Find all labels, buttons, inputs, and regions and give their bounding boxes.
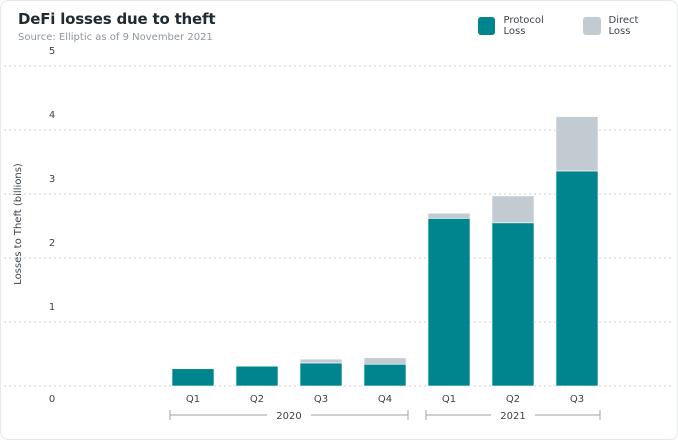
gridlines (4, 65, 674, 387)
legend-label-protocol-loss: Protocol Loss (503, 15, 544, 37)
bar-direct-loss[interactable] (299, 358, 343, 364)
legend-item-protocol-loss[interactable]: Protocol Loss (478, 15, 567, 37)
x-tick-label: Q2 (506, 394, 520, 405)
y-axis-title: Losses to Theft (billions) (13, 163, 24, 285)
x-tick-label: Q4 (378, 394, 392, 405)
bars (171, 116, 599, 387)
legend-swatch-direct-loss (583, 17, 601, 35)
x-tick-label: Q1 (442, 394, 456, 405)
x-group-label: 2020 (276, 411, 301, 422)
bar-direct-loss[interactable] (491, 195, 535, 224)
bar-direct-loss[interactable] (363, 357, 407, 365)
legend: Protocol Loss Direct Loss (478, 15, 678, 37)
y-tick-label: 4 (49, 110, 55, 121)
bar-direct-loss[interactable] (171, 367, 215, 370)
y-tick-label: 3 (49, 174, 55, 185)
y-tick-label: 2 (49, 238, 55, 249)
chart-subtitle: Source: Elliptic as of 9 November 2021 (18, 32, 213, 43)
x-axis-ticks: Q1 Q2 Q3 Q4 Q1 Q2 Q3 (186, 394, 584, 405)
legend-swatch-protocol-loss (478, 17, 496, 35)
bar-direct-loss[interactable] (427, 212, 471, 219)
y-axis-ticks: 0 1 2 3 4 5 (49, 46, 55, 405)
bar-direct-loss[interactable] (235, 365, 279, 367)
x-group-label: 2021 (500, 411, 525, 422)
x-tick-label: Q1 (186, 394, 200, 405)
bar-protocol-loss[interactable] (171, 368, 215, 387)
bar-protocol-loss[interactable] (299, 362, 343, 387)
bar-direct-loss[interactable] (555, 116, 599, 172)
bar-protocol-loss[interactable] (491, 222, 535, 387)
x-tick-label: Q2 (250, 394, 264, 405)
legend-item-direct-loss[interactable]: Direct Loss (583, 15, 662, 37)
legend-label-direct-loss: Direct Loss (608, 15, 639, 37)
bar-protocol-loss[interactable] (235, 365, 279, 387)
y-tick-label: 5 (49, 46, 55, 57)
chart-title: DeFi losses due to theft (18, 10, 216, 28)
bar-protocol-loss[interactable] (427, 218, 471, 387)
y-tick-label: 1 (49, 302, 55, 313)
bar-protocol-loss[interactable] (555, 170, 599, 387)
x-axis-groups: 2020 2021 (169, 410, 601, 422)
x-tick-label: Q3 (314, 394, 328, 405)
bar-protocol-loss[interactable] (363, 363, 407, 387)
y-tick-label: 0 (49, 394, 55, 405)
x-tick-label: Q3 (570, 394, 584, 405)
